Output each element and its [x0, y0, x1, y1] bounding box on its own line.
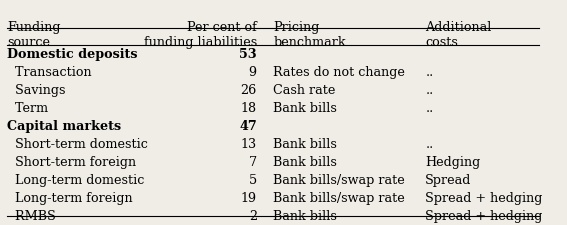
Text: 47: 47	[239, 120, 257, 133]
Text: Transaction: Transaction	[7, 66, 91, 79]
Text: Term: Term	[7, 102, 48, 115]
Text: Domestic deposits: Domestic deposits	[7, 48, 137, 61]
Text: 5: 5	[248, 174, 257, 187]
Text: 9: 9	[249, 66, 257, 79]
Text: Bank bills: Bank bills	[273, 210, 337, 223]
Text: Short-term foreign: Short-term foreign	[7, 156, 136, 169]
Text: Short-term domestic: Short-term domestic	[7, 138, 147, 151]
Text: 13: 13	[241, 138, 257, 151]
Text: Savings: Savings	[7, 84, 65, 97]
Text: 26: 26	[240, 84, 257, 97]
Text: ..: ..	[425, 138, 434, 151]
Text: Spread + hedging: Spread + hedging	[425, 210, 543, 223]
Text: Bank bills: Bank bills	[273, 156, 337, 169]
Text: Spread + hedging: Spread + hedging	[425, 192, 543, 205]
Text: Bank bills: Bank bills	[273, 138, 337, 151]
Text: 7: 7	[249, 156, 257, 169]
Text: Bank bills/swap rate: Bank bills/swap rate	[273, 192, 405, 205]
Text: Rates do not change: Rates do not change	[273, 66, 405, 79]
Text: Spread: Spread	[425, 174, 472, 187]
Text: Funding
source: Funding source	[7, 21, 60, 49]
Text: Capital markets: Capital markets	[7, 120, 121, 133]
Text: Hedging: Hedging	[425, 156, 481, 169]
Text: Pricing
benchmark: Pricing benchmark	[273, 21, 346, 49]
Text: Per cent of
funding liabilities: Per cent of funding liabilities	[143, 21, 257, 49]
Text: 53: 53	[239, 48, 257, 61]
Text: ..: ..	[425, 66, 434, 79]
Text: Long-term domestic: Long-term domestic	[7, 174, 144, 187]
Text: ..: ..	[425, 102, 434, 115]
Text: RMBS: RMBS	[7, 210, 56, 223]
Text: 2: 2	[249, 210, 257, 223]
Text: Bank bills: Bank bills	[273, 102, 337, 115]
Text: Cash rate: Cash rate	[273, 84, 336, 97]
Text: Additional
costs: Additional costs	[425, 21, 492, 49]
Text: Bank bills/swap rate: Bank bills/swap rate	[273, 174, 405, 187]
Text: Long-term foreign: Long-term foreign	[7, 192, 133, 205]
Text: ..: ..	[425, 84, 434, 97]
Text: 19: 19	[241, 192, 257, 205]
Text: 18: 18	[241, 102, 257, 115]
